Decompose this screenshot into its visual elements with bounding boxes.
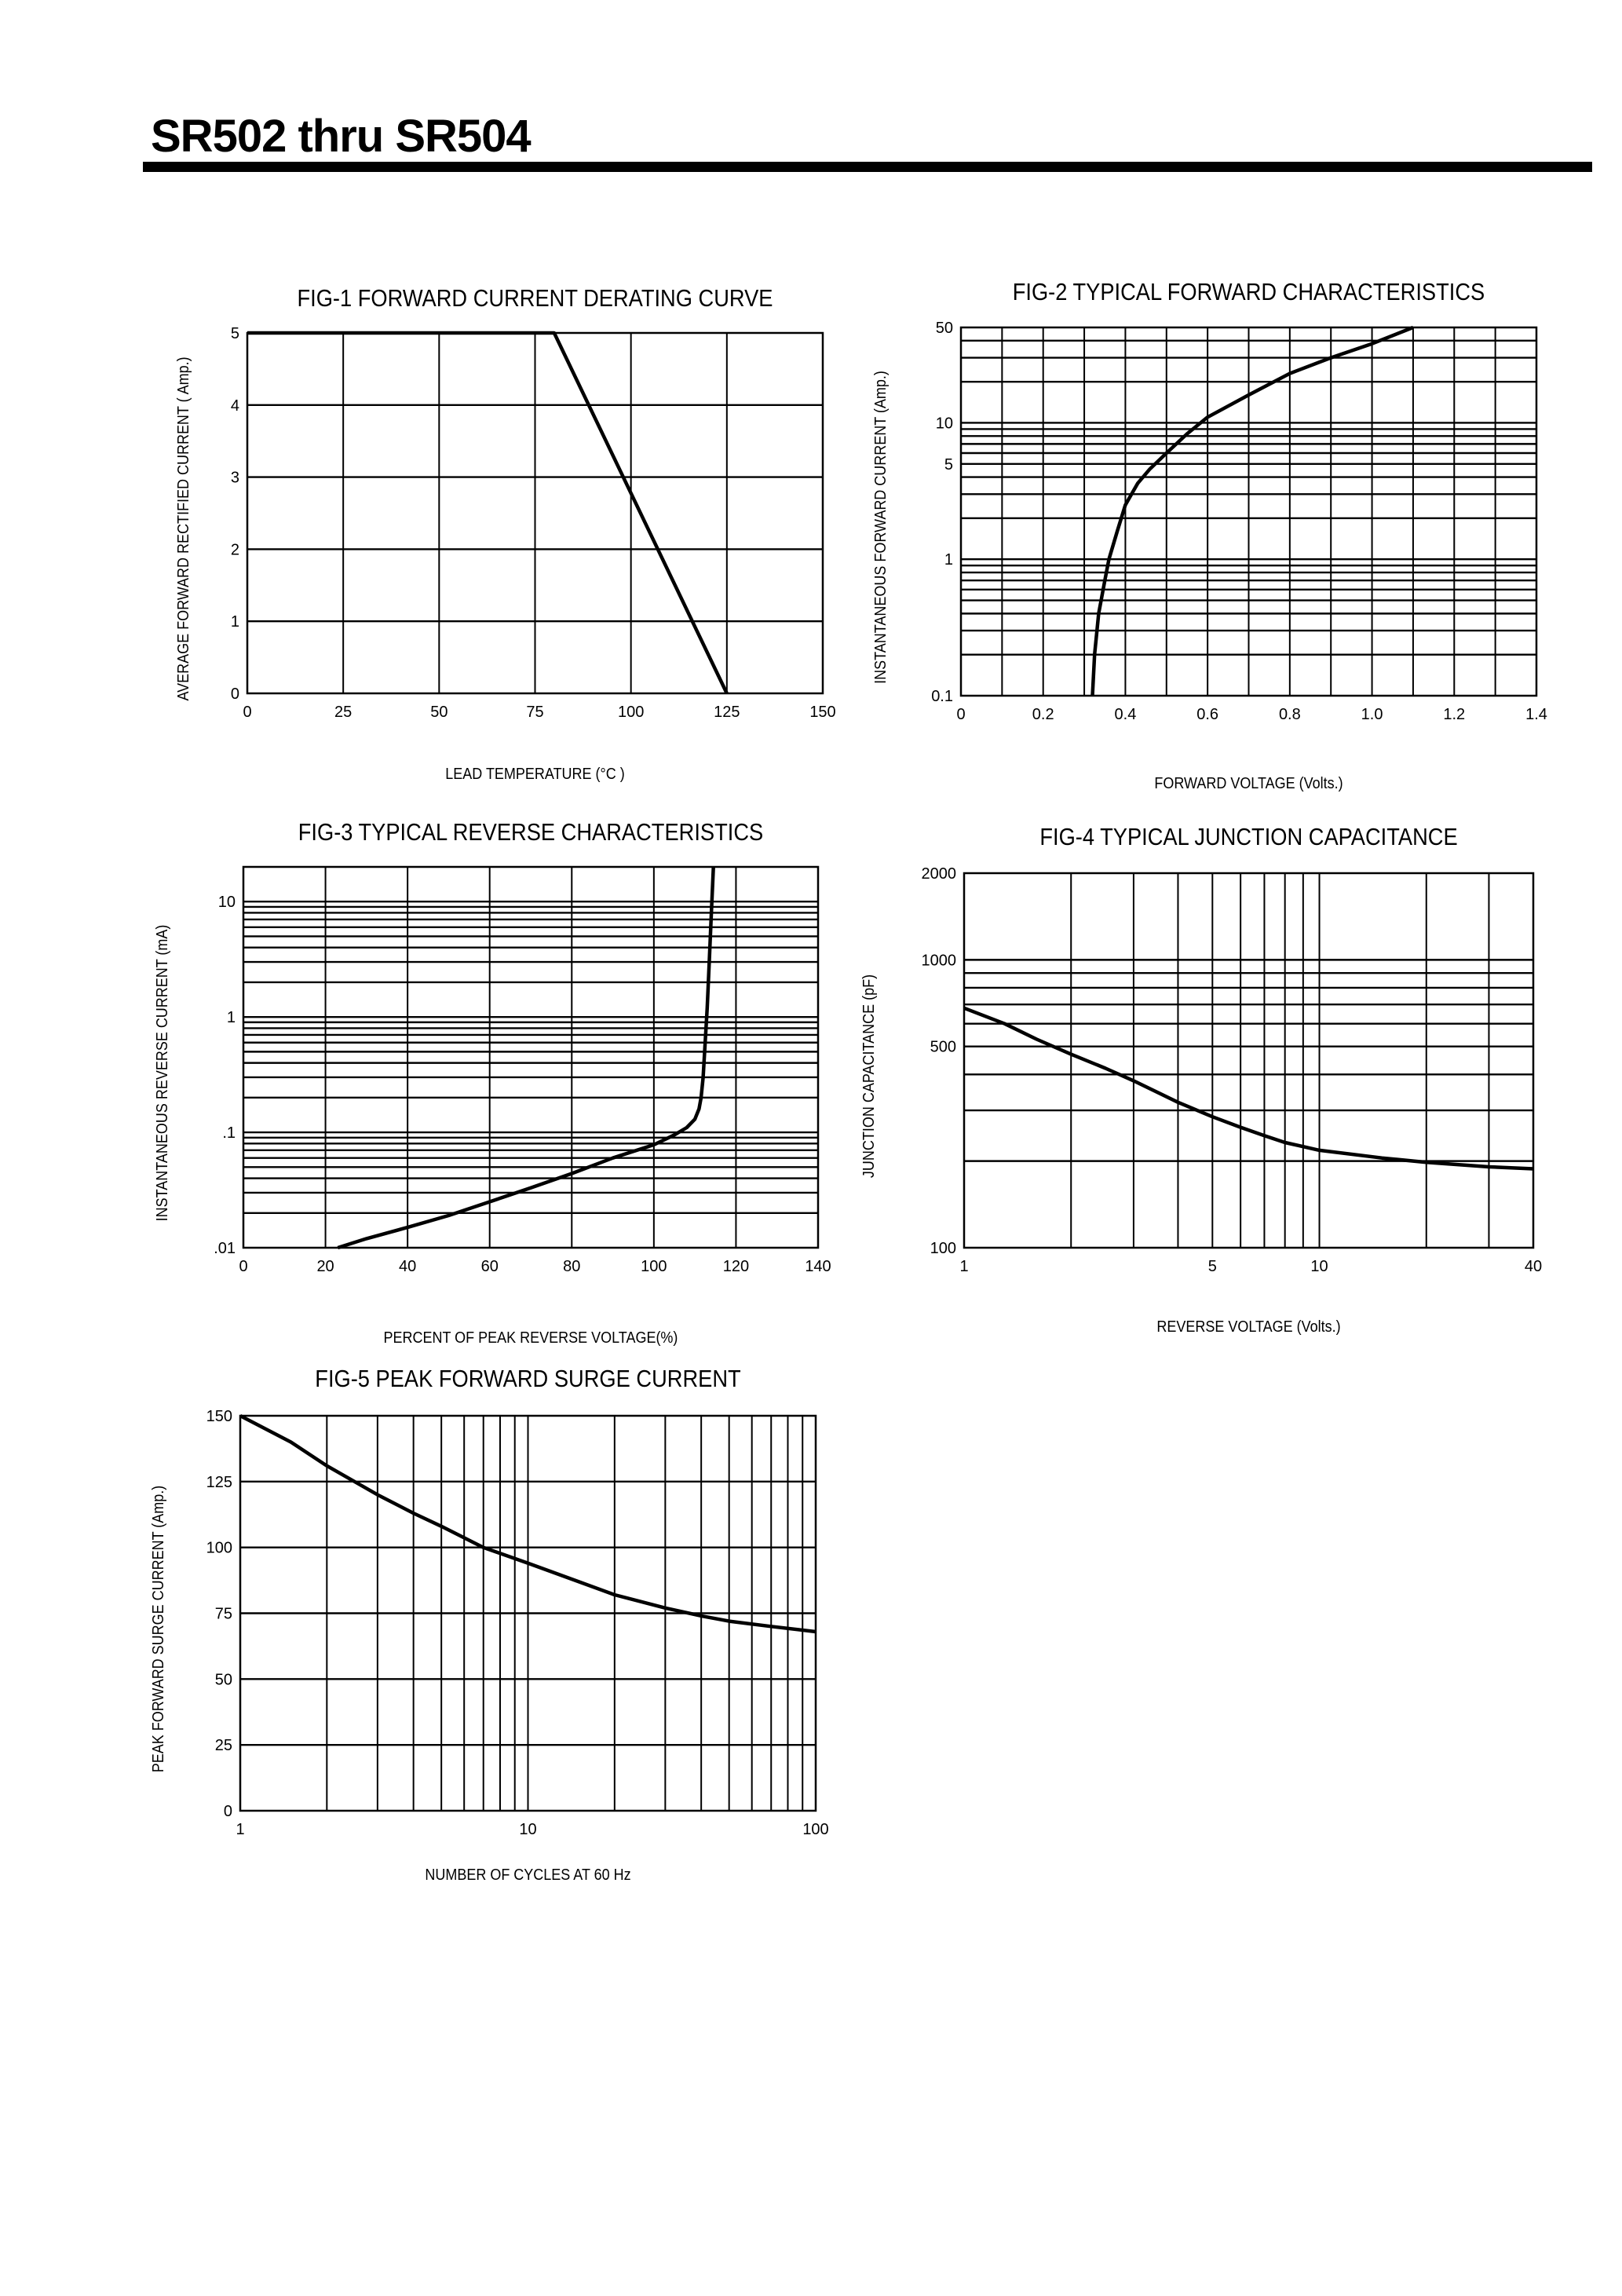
chart-title: FIG-1 FORWARD CURRENT DERATING CURVE xyxy=(297,285,773,312)
x-tick-label: 80 xyxy=(563,1258,580,1275)
y-tick-label: 5 xyxy=(944,456,953,473)
x-tick-label: 40 xyxy=(1525,1258,1542,1275)
x-tick-label: 100 xyxy=(802,1821,828,1838)
y-tick-label: 2 xyxy=(231,541,239,558)
x-tick-label: 1.4 xyxy=(1525,706,1547,723)
y-axis-label: PEAK FORWARD SURGE CURRENT (Amp.) xyxy=(150,1486,167,1773)
x-tick-label: 125 xyxy=(714,704,740,721)
x-tick-label: 100 xyxy=(641,1258,667,1275)
y-tick-label: 0 xyxy=(231,686,239,703)
x-tick-label: 0.4 xyxy=(1115,706,1137,723)
x-axis-label: NUMBER OF CYCLES AT 60 Hz xyxy=(425,1866,630,1884)
y-tick-label: 100 xyxy=(206,1540,232,1557)
y-tick-label: .1 xyxy=(222,1124,236,1142)
y-tick-label: 500 xyxy=(930,1039,956,1056)
y-tick-label: 10 xyxy=(218,894,236,911)
x-tick-label: 5 xyxy=(1208,1258,1217,1275)
plot-frame xyxy=(242,865,820,1249)
chart-title: FIG-5 PEAK FORWARD SURGE CURRENT xyxy=(315,1366,741,1392)
x-axis-label: PERCENT OF PEAK REVERSE VOLTAGE(%) xyxy=(384,1329,678,1347)
y-tick-label: 0.1 xyxy=(931,688,953,705)
y-axis-label: INSTANTANEOUS REVERSE CURRENT (mA) xyxy=(154,925,171,1222)
x-tick-label: 150 xyxy=(809,704,835,721)
chart-fig3: FIG-3 TYPICAL REVERSE CHARACTERISTICS 0 20… xyxy=(154,819,831,1347)
plot-frame xyxy=(239,1414,817,1812)
y-tick-label: 1000 xyxy=(922,952,957,969)
y-tick-label: 1 xyxy=(231,613,239,631)
y-axis-label: AVERAGE FORWARD RECTIFIED CURRENT ( Amp.… xyxy=(175,356,192,700)
x-tick-label: 0.2 xyxy=(1032,706,1054,723)
y-tick-label: 50 xyxy=(215,1671,232,1688)
data-curve xyxy=(337,866,715,1250)
y-axis-label: INSTANTANEOUS FORWARD CURRENT (Amp.) xyxy=(872,371,890,684)
x-tick-label: 25 xyxy=(334,704,352,721)
y-tick-label: 1 xyxy=(227,1009,236,1026)
x-tick-label: 100 xyxy=(618,704,644,721)
x-tick-label: 50 xyxy=(430,704,448,721)
x-tick-label: 10 xyxy=(1310,1258,1328,1275)
chart-fig5: FIG-5 PEAK FORWARD SURGE CURRENT 1 10 100 0 2… xyxy=(150,1366,829,1884)
y-tick-label: 25 xyxy=(215,1737,232,1754)
data-curve xyxy=(963,1006,1534,1171)
x-axis-label: LEAD TEMPERATURE (°C ) xyxy=(445,766,624,783)
x-tick-label: 1.2 xyxy=(1443,706,1465,723)
x-tick-label: 1 xyxy=(959,1258,968,1275)
title-rule xyxy=(143,162,1592,172)
data-curve xyxy=(247,331,729,694)
chart-title: FIG-3 TYPICAL REVERSE CHARACTERISTICS xyxy=(298,819,763,846)
x-tick-label: 0 xyxy=(956,706,965,723)
x-tick-label: 1.0 xyxy=(1361,706,1383,723)
chart-fig4: FIG-4 TYPICAL JUNCTION CAPACITANCE 1 5 10 40… xyxy=(860,824,1542,1336)
y-tick-label: 5 xyxy=(231,325,239,342)
x-tick-label: 120 xyxy=(723,1258,749,1275)
y-tick-label: 100 xyxy=(930,1240,956,1257)
x-tick-label: 75 xyxy=(526,704,543,721)
y-axis-label: JUNCTION CAPACITANCE (pF) xyxy=(860,974,878,1178)
y-tick-label: 2000 xyxy=(922,865,957,883)
document-title: SR502 thru SR504 xyxy=(151,111,532,162)
y-tick-label: .01 xyxy=(214,1240,236,1257)
y-tick-label: 3 xyxy=(231,470,239,487)
x-tick-label: 1 xyxy=(236,1821,244,1838)
x-tick-label: 140 xyxy=(805,1258,831,1275)
x-tick-label: 20 xyxy=(316,1258,334,1275)
y-tick-label: 0 xyxy=(224,1803,232,1820)
y-tick-label: 125 xyxy=(206,1474,232,1491)
x-tick-label: 0.8 xyxy=(1279,706,1301,723)
chart-title: FIG-2 TYPICAL FORWARD CHARACTERISTICS xyxy=(1013,279,1485,305)
x-tick-label: 60 xyxy=(481,1258,499,1275)
y-tick-label: 75 xyxy=(215,1606,232,1623)
x-tick-label: 40 xyxy=(399,1258,416,1275)
chart-title: FIG-4 TYPICAL JUNCTION CAPACITANCE xyxy=(1039,824,1457,850)
y-tick-label: 50 xyxy=(936,320,953,337)
y-tick-label: 4 xyxy=(231,397,239,415)
y-tick-label: 10 xyxy=(936,415,953,432)
plot-frame xyxy=(963,872,1535,1249)
x-tick-label: 10 xyxy=(519,1821,536,1838)
x-tick-label: 0 xyxy=(243,704,251,721)
y-tick-label: 1 xyxy=(944,551,953,569)
x-axis-label: FORWARD VOLTAGE (Volts.) xyxy=(1154,775,1343,792)
x-axis-label: REVERSE VOLTAGE (Volts.) xyxy=(1156,1318,1340,1336)
y-tick-label: 150 xyxy=(206,1408,232,1425)
plot-frame xyxy=(959,326,1538,697)
x-tick-label: 0 xyxy=(239,1258,247,1275)
x-tick-label: 0.6 xyxy=(1196,706,1218,723)
